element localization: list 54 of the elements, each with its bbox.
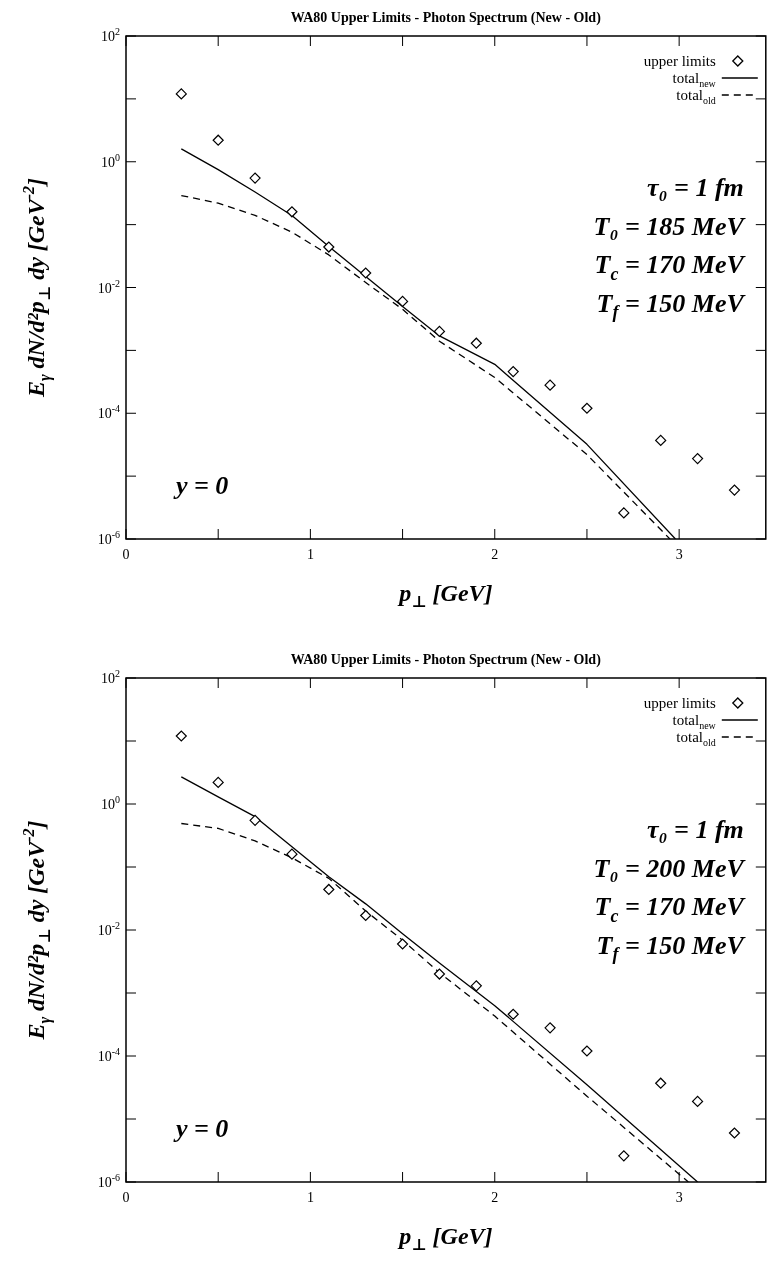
y-axis-title: Eγ dN/d²p⊥ dy [GeV-2] [19, 820, 54, 1041]
y-axis-title: Eγ dN/d²p⊥ dy [GeV-2] [19, 177, 54, 399]
point [618, 1150, 630, 1162]
point [691, 453, 704, 465]
point [470, 337, 482, 349]
point [323, 241, 335, 253]
annotation: y = 0 [173, 1114, 229, 1143]
point [249, 814, 261, 826]
point [212, 776, 224, 789]
x-tick-label: 2 [491, 1190, 499, 1205]
point [728, 484, 741, 496]
point [360, 909, 372, 922]
annotation: τ₀ = 1 fm [647, 173, 744, 202]
x-tick-label: 0 [122, 1190, 130, 1205]
x-tick-label: 3 [675, 1190, 683, 1205]
point [175, 730, 187, 742]
annotation: T₀ = 200 MeV [593, 853, 747, 883]
point [655, 1077, 667, 1089]
point [544, 379, 556, 391]
x-tick-label: 1 [306, 1190, 314, 1205]
chart-title: WA80 Upper Limits - Photon Spectrum (New - Old) [290, 652, 602, 668]
point [728, 1127, 741, 1139]
point [360, 267, 372, 279]
x-tick-label: 1 [306, 547, 314, 562]
annotation: T₀ = 185 MeV [593, 211, 747, 241]
point [470, 980, 482, 992]
point [175, 88, 187, 100]
point [581, 1045, 593, 1057]
point [286, 848, 298, 860]
point [286, 206, 298, 218]
x-tick-label: 3 [675, 547, 683, 562]
point [396, 938, 409, 950]
point [396, 295, 409, 308]
point [618, 507, 630, 519]
point [544, 1022, 556, 1034]
point [655, 434, 667, 446]
point [212, 134, 224, 146]
x-tick-label: 0 [122, 547, 130, 562]
point [691, 1095, 704, 1108]
point [507, 365, 519, 378]
point [323, 883, 335, 896]
point [507, 1008, 519, 1020]
point [433, 325, 446, 338]
point [581, 402, 593, 414]
x-axis-title: p⊥ [GeV] [397, 1223, 493, 1253]
x-tick-label: 2 [491, 547, 499, 562]
point [433, 968, 446, 980]
x-axis-title: p⊥ [GeV] [397, 580, 493, 610]
annotation: τ₀ = 1 fm [647, 815, 744, 844]
legend-label: upper limits [643, 695, 716, 711]
chart-title: WA80 Upper Limits - Photon Spectrum (New - Old) [290, 10, 602, 26]
legend-label: upper limits [643, 53, 716, 69]
point [249, 172, 261, 184]
annotation: y = 0 [173, 471, 229, 500]
